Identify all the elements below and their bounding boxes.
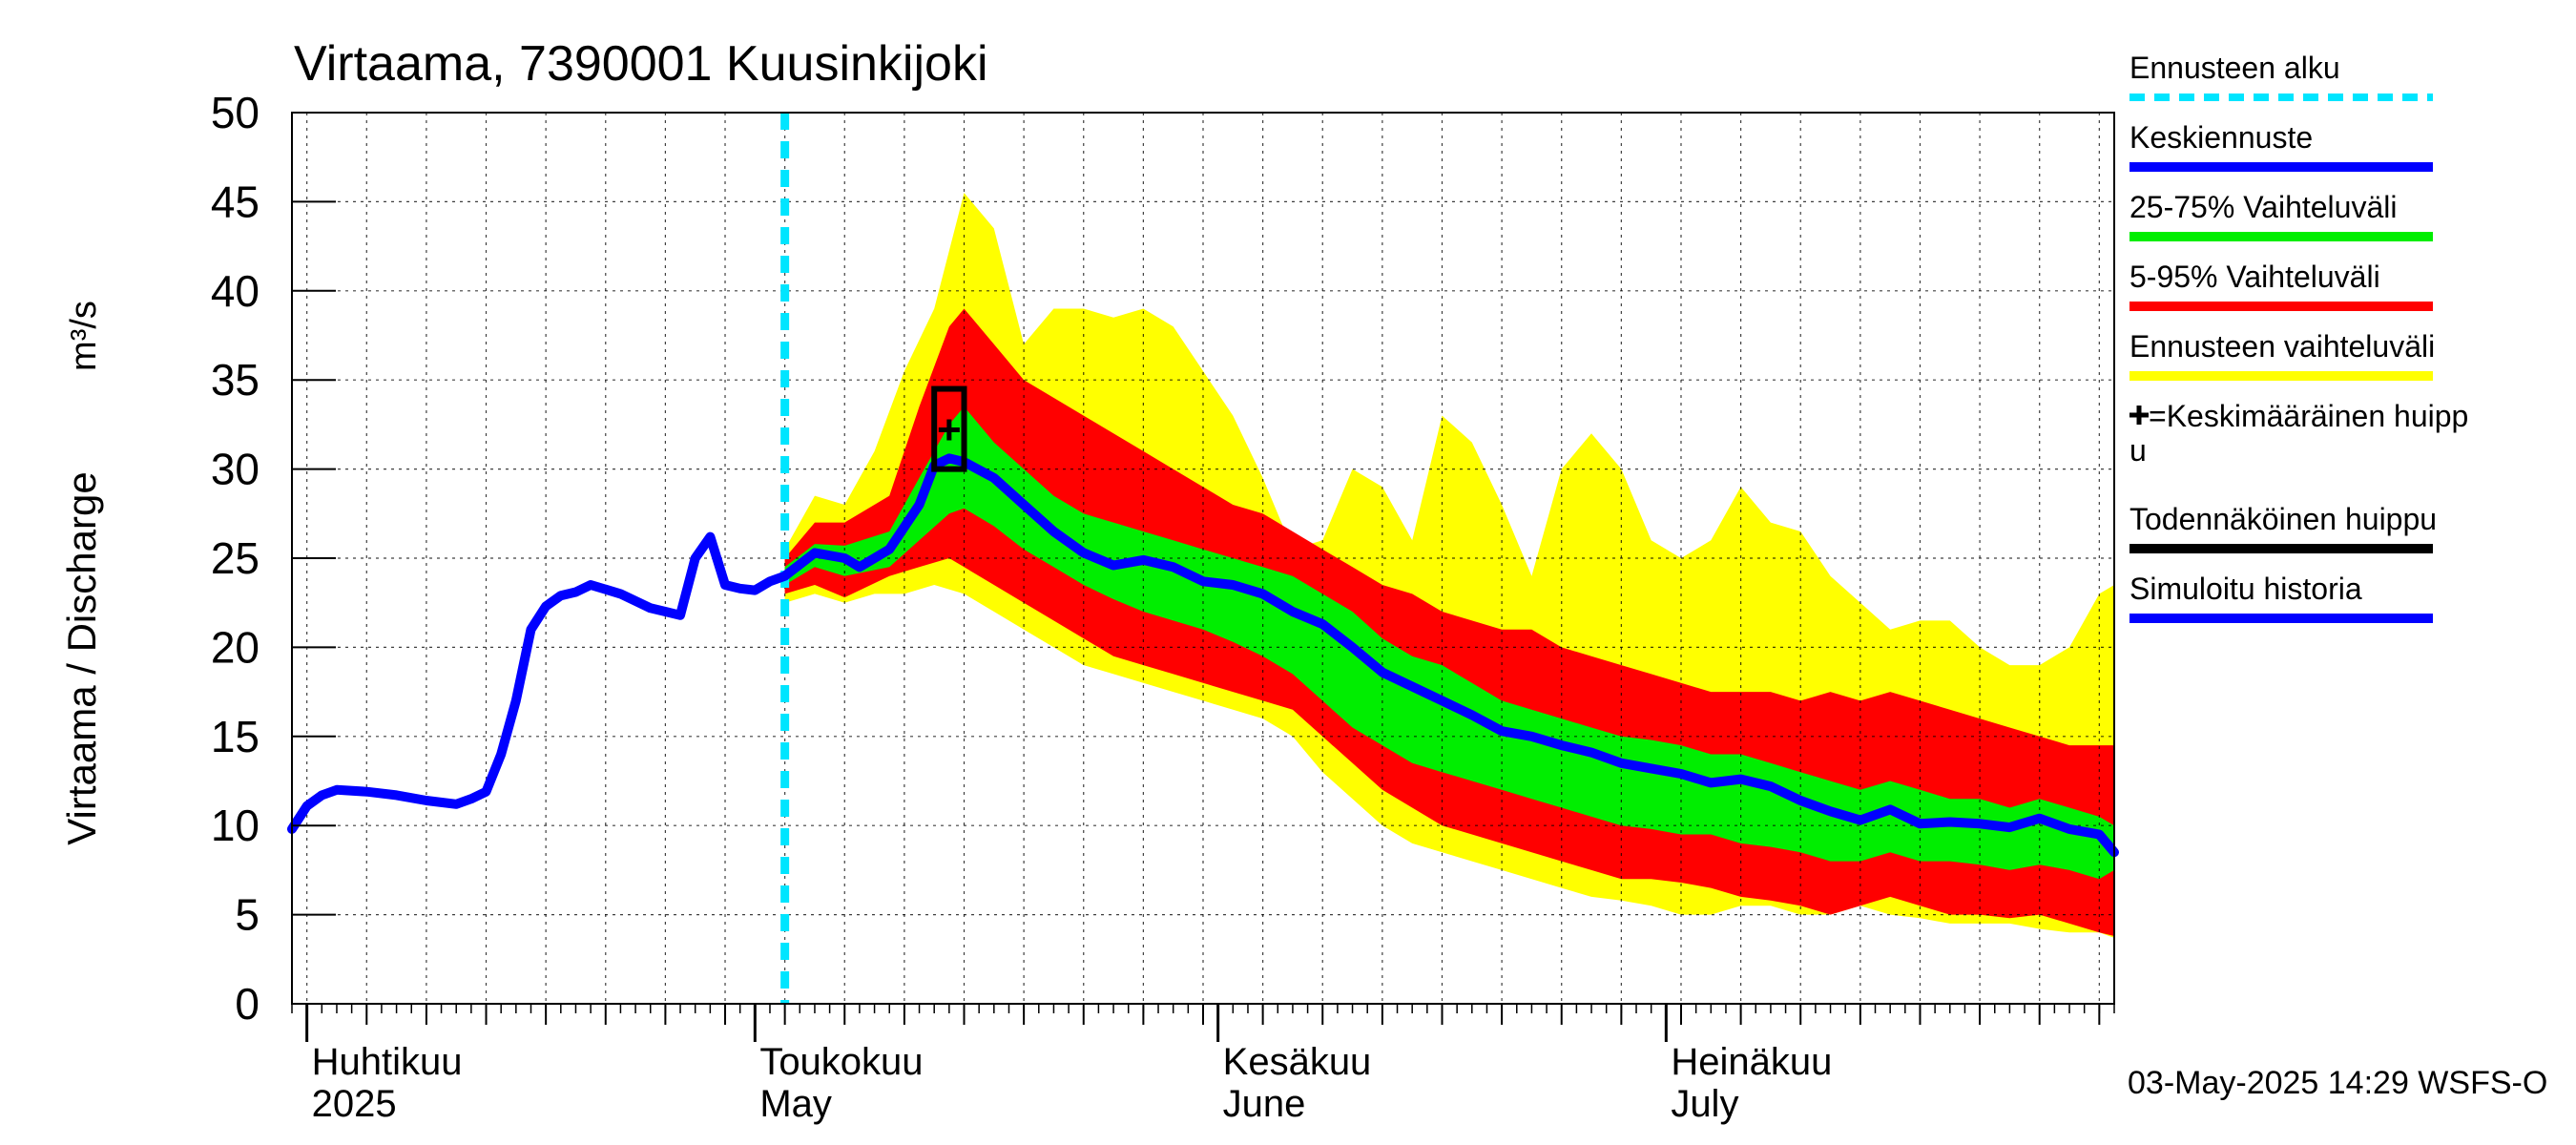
probable-peak-box [931,385,967,472]
legend-label: Simuloitu historia [2129,572,2362,606]
legend-label-cont: u [2129,433,2147,468]
legend-plus-icon [2129,406,2149,425]
forecast-bands [784,193,2114,938]
y-tick-label: 15 [211,712,260,761]
y-tick-label: 5 [235,890,260,940]
x-month-label-fi: Heinäkuu [1671,1041,1832,1083]
axes [291,112,2115,1042]
legend-label: Keskiennuste [2129,120,2313,155]
y-tick-label: 0 [235,979,260,1029]
x-month-label-en: 2025 [312,1083,397,1125]
band-25-75 [784,406,2114,880]
y-axis-label: Virtaama / Discharge [59,471,104,844]
y-tick-label: 40 [211,266,260,316]
y-tick-label: 25 [211,533,260,583]
y-axis-unit: m³/s [64,301,104,371]
legend-label: 25-75% Vaihteluväli [2129,190,2397,224]
y-tick-label: 20 [211,622,260,672]
x-month-label-en: May [759,1083,832,1125]
y-tick-label: 50 [211,88,260,137]
legend: Ennusteen alku Keskiennuste 25-75% Vaihtel… [2129,51,2468,623]
x-month-label-en: July [1671,1083,1738,1125]
y-tick-label: 45 [211,177,260,226]
legend-label: Ennusteen alku [2129,51,2340,85]
x-month-label-en: June [1223,1083,1306,1125]
legend-label: Ennusteen vaihteluväli [2129,329,2435,364]
peak-markers [931,385,967,472]
x-month-label-fi: Toukokuu [759,1041,923,1083]
y-tick-label: 10 [211,801,260,850]
chart-title: Virtaama, 7390001 Kuusinkijoki [294,36,988,92]
x-month-label-fi: Kesäkuu [1223,1041,1372,1083]
simulated-history-line [287,531,790,834]
mean-peak-plus [938,419,960,441]
legend-label: 5-95% Vaihteluväli [2129,260,2380,294]
y-tick-labels: 0 5 10 15 20 25 30 35 40 45 50 [211,88,260,1029]
legend-label: =Keskimääräinen huipp [2149,399,2468,433]
y-tick-label: 30 [211,445,260,494]
x-month-label-fi: Huhtikuu [312,1041,463,1083]
legend-label: Todennäköinen huippu [2129,502,2437,536]
y-tick-label: 35 [211,355,260,405]
timestamp-footer: 03-May-2025 14:29 WSFS-O [2128,1065,2547,1101]
